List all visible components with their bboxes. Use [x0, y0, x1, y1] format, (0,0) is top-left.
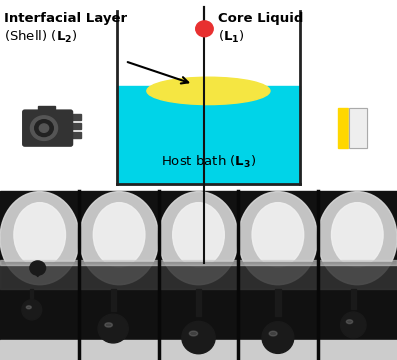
Ellipse shape [79, 192, 159, 285]
Ellipse shape [147, 77, 270, 105]
Ellipse shape [189, 331, 198, 336]
Ellipse shape [238, 192, 318, 285]
Bar [349, 108, 367, 148]
Bar [30, 289, 33, 298]
Bar [117, 86, 300, 95]
Ellipse shape [341, 312, 366, 338]
Bar [0, 191, 397, 360]
Bar [337, 108, 349, 148]
Ellipse shape [93, 203, 145, 267]
Text: Interfacial Layer: Interfacial Layer [4, 12, 127, 24]
Ellipse shape [22, 300, 42, 320]
Text: (Shell) ($\mathbf{L_2}$): (Shell) ($\mathbf{L_2}$) [4, 29, 77, 45]
Polygon shape [33, 268, 42, 277]
Bar [0, 262, 397, 289]
Ellipse shape [173, 203, 224, 267]
Ellipse shape [318, 192, 397, 285]
Ellipse shape [0, 192, 79, 285]
Bar [71, 114, 81, 120]
Ellipse shape [159, 192, 238, 285]
Ellipse shape [269, 331, 277, 336]
Ellipse shape [346, 320, 353, 324]
Ellipse shape [14, 203, 66, 267]
Ellipse shape [105, 323, 112, 327]
Bar [351, 289, 356, 309]
Text: Host bath ($\mathbf{L_3}$): Host bath ($\mathbf{L_3}$) [161, 154, 256, 170]
FancyBboxPatch shape [22, 109, 73, 147]
Bar [117, 89, 300, 184]
Circle shape [196, 21, 213, 37]
Bar [275, 289, 281, 316]
Ellipse shape [98, 314, 128, 343]
Bar [110, 289, 116, 311]
Bar [196, 289, 201, 316]
Bar [349, 108, 367, 148]
Text: Core Liquid: Core Liquid [218, 12, 304, 26]
Circle shape [30, 261, 46, 275]
Circle shape [31, 116, 58, 140]
Ellipse shape [331, 203, 383, 267]
Circle shape [39, 124, 48, 132]
Bar [0, 260, 397, 265]
Ellipse shape [26, 306, 31, 309]
Ellipse shape [182, 321, 215, 354]
Bar [0, 340, 397, 360]
Circle shape [35, 120, 53, 136]
Bar [38, 105, 55, 113]
Ellipse shape [262, 322, 294, 354]
Bar [71, 132, 81, 139]
Ellipse shape [252, 203, 304, 267]
Bar [71, 123, 81, 129]
Text: ($\mathbf{L_1}$): ($\mathbf{L_1}$) [218, 29, 245, 45]
